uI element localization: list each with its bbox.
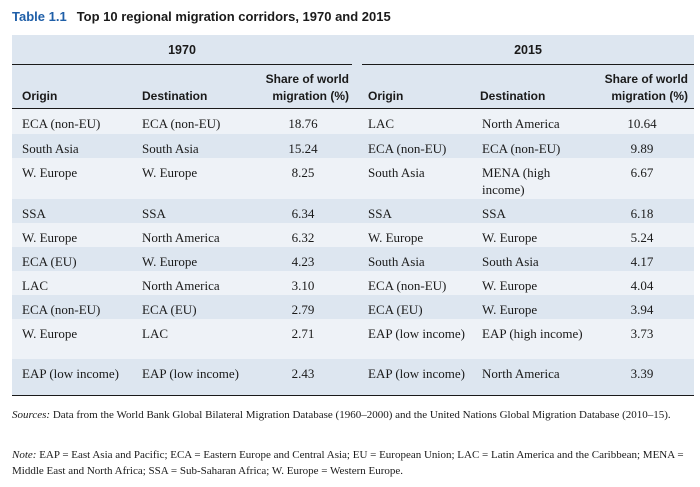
cell-share-1970: 6.34 — [291, 206, 315, 221]
table-row: ECA (non-EU) ECA (non-EU) 18.76 LAC North Am… — [12, 109, 694, 134]
cell-origin-2015: ECA (non-EU) — [368, 141, 447, 156]
table-caption: Top 10 regional migration corridors, 197… — [76, 9, 391, 24]
header-destination-1970: Destination — [142, 89, 208, 103]
cell-origin-1970: W. Europe — [22, 326, 78, 341]
cell-share-2015: 6.67 — [630, 165, 654, 180]
cell-origin-1970: ECA (non-EU) — [22, 302, 101, 317]
table-title: Table 1.1 Top 10 regional migration corri… — [12, 9, 391, 24]
cell-share-1970: 2.71 — [291, 326, 315, 341]
cell-share-2015: 5.24 — [630, 230, 654, 245]
table-row: EAP (low income) EAP (low income) 2.43 EAP … — [12, 359, 694, 395]
cell-share-1970: 15.24 — [288, 141, 318, 156]
cell-share-1970: 8.25 — [291, 165, 315, 180]
cell-destination-1970: LAC — [142, 326, 168, 341]
cell-origin-2015: W. Europe — [368, 230, 424, 245]
cell-share-1970: 2.43 — [291, 366, 315, 381]
migration-table: 1970 2015 Origin Destination Share of wo… — [12, 35, 694, 395]
cell-origin-1970: South Asia — [22, 141, 79, 156]
cell-origin-2015: EAP (low income) — [368, 366, 465, 381]
cell-destination-1970: EAP (low income) — [142, 366, 239, 381]
header-destination-2015: Destination — [480, 89, 546, 103]
cell-share-2015: 10.64 — [627, 116, 657, 131]
header-share-1970: Share of world migration (%) — [265, 72, 349, 103]
cell-destination-1970: North America — [142, 278, 220, 293]
cell-destination-1970: South Asia — [142, 141, 199, 156]
cell-share-1970: 3.10 — [291, 278, 315, 293]
abbreviation-note: Note: EAP = East Asia and Pacific; ECA =… — [12, 447, 692, 479]
header-rule — [12, 108, 694, 109]
cell-origin-2015: EAP (low income) — [368, 326, 465, 341]
cell-destination-1970: SSA — [142, 206, 166, 221]
cell-origin-1970: ECA (EU) — [22, 254, 77, 269]
cell-destination-2015: MENA (high income) — [482, 165, 551, 197]
cell-destination-2015: North America — [482, 366, 560, 381]
table-row: SSA SSA 6.34 SSA SSA 6.18 — [12, 199, 694, 223]
cell-share-2015: 3.39 — [630, 366, 654, 381]
cell-share-1970: 4.23 — [291, 254, 315, 269]
cell-origin-1970: SSA — [22, 206, 46, 221]
header-origin-2015: Origin — [368, 89, 404, 103]
table-row: W. Europe W. Europe 8.25 South Asia MENA (hi… — [12, 158, 694, 199]
cell-origin-1970: ECA (non-EU) — [22, 116, 101, 131]
cell-share-2015: 4.04 — [630, 278, 654, 293]
cell-origin-1970: W. Europe — [22, 230, 78, 245]
cell-destination-2015: W. Europe — [482, 230, 538, 245]
sources-text: Data from the World Bank Global Bilatera… — [50, 409, 671, 421]
sources-note: Sources: Data from the World Bank Global… — [12, 407, 692, 423]
cell-destination-2015: W. Europe — [482, 302, 538, 317]
cell-share-2015: 3.73 — [630, 326, 654, 341]
cell-share-1970: 18.76 — [288, 116, 318, 131]
cell-share-1970: 2.79 — [291, 302, 315, 317]
cell-origin-1970: W. Europe — [22, 165, 78, 180]
cell-destination-1970: ECA (EU) — [142, 302, 197, 317]
cell-destination-2015: W. Europe — [482, 278, 538, 293]
cell-destination-1970: W. Europe — [142, 254, 198, 269]
cell-origin-2015: ECA (non-EU) — [368, 278, 447, 293]
table-row: LAC North America 3.10 ECA (non-EU) W. Europ… — [12, 271, 694, 295]
cell-origin-2015: LAC — [368, 116, 394, 131]
cell-origin-2015: South Asia — [368, 165, 425, 180]
cell-destination-2015: SSA — [482, 206, 506, 221]
cell-share-2015: 6.18 — [630, 206, 654, 221]
cell-origin-2015: ECA (EU) — [368, 302, 423, 317]
table-row: South Asia South Asia 15.24 ECA (non-EU) ECA… — [12, 134, 694, 158]
table-row: W. Europe LAC 2.71 EAP (low income) EAP (hig… — [12, 319, 694, 359]
cell-destination-2015: South Asia — [482, 254, 539, 269]
cell-destination-2015: EAP (high income) — [482, 326, 583, 341]
table-row: ECA (non-EU) ECA (EU) 2.79 ECA (EU) W. Europ… — [12, 295, 694, 319]
cell-origin-1970: EAP (low income) — [22, 366, 119, 381]
group-rule-2015 — [362, 64, 694, 65]
table-row: W. Europe North America 6.32 W. Europe W. Eu… — [12, 223, 694, 247]
header-share-2015: Share of world migration (%) — [604, 72, 688, 103]
group-rule-1970 — [12, 64, 352, 65]
table-row: ECA (EU) W. Europe 4.23 South Asia South Asi… — [12, 247, 694, 271]
group-header-2015: 2015 — [514, 43, 542, 57]
cell-origin-2015: South Asia — [368, 254, 425, 269]
cell-origin-2015: SSA — [368, 206, 392, 221]
cell-share-1970: 6.32 — [291, 230, 315, 245]
cell-destination-2015: North America — [482, 116, 560, 131]
note-text: EAP = East Asia and Pacific; ECA = Easte… — [12, 449, 684, 477]
table-number: Table 1.1 — [12, 9, 67, 24]
cell-share-2015: 4.17 — [630, 254, 654, 269]
cell-destination-1970: North America — [142, 230, 220, 245]
table-bottom-rule — [12, 395, 694, 396]
header-origin-1970: Origin — [22, 89, 58, 103]
group-header-1970: 1970 — [168, 43, 196, 57]
cell-destination-2015: ECA (non-EU) — [482, 141, 561, 156]
cell-share-2015: 9.89 — [630, 141, 654, 156]
cell-destination-1970: W. Europe — [142, 165, 198, 180]
cell-share-2015: 3.94 — [630, 302, 654, 317]
sources-label: Sources: — [12, 409, 51, 421]
cell-destination-1970: ECA (non-EU) — [142, 116, 221, 131]
cell-origin-1970: LAC — [22, 278, 48, 293]
note-label: Note: — [12, 449, 37, 461]
